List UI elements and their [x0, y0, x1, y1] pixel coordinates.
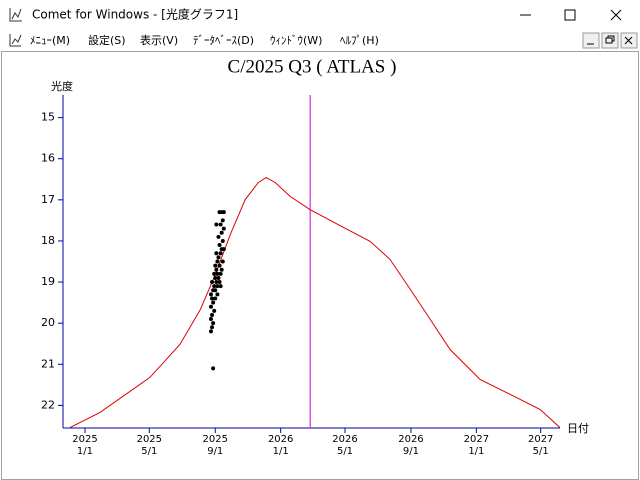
observation — [213, 275, 218, 280]
observation — [214, 251, 219, 256]
y-tick-label: 19 — [41, 275, 55, 288]
x-tick-label: 1/1 — [468, 446, 484, 457]
mdi-restore[interactable] — [601, 32, 619, 49]
menu-item[interactable]: ﾒﾆｭｰ(M) — [30, 34, 70, 47]
mdi-minimize[interactable] — [582, 32, 600, 49]
observation — [215, 259, 220, 264]
app-icon — [9, 8, 22, 22]
y-tick-label: 20 — [41, 316, 55, 329]
observation — [215, 284, 220, 289]
observation — [214, 280, 219, 285]
x-tick-label: 1/1 — [77, 446, 93, 457]
observation — [218, 271, 223, 276]
y-tick-label: 16 — [41, 152, 55, 165]
window-title: Comet for Windows - [光度グラフ1] — [32, 7, 238, 22]
x-tick-label: 5/1 — [337, 446, 353, 457]
observation — [214, 267, 219, 272]
x-tick-label: 2025 — [72, 434, 97, 445]
x-tick-label: 2027 — [464, 434, 489, 445]
observation — [211, 321, 216, 326]
observation — [219, 230, 224, 235]
x-tick-label: 5/1 — [533, 446, 549, 457]
observation — [216, 234, 221, 239]
observation — [221, 226, 226, 231]
observation — [218, 251, 223, 256]
observation — [208, 304, 213, 309]
x-tick-label: 2025 — [203, 434, 228, 445]
x-tick-label: 2026 — [332, 434, 357, 445]
observation — [208, 329, 213, 334]
observation — [213, 296, 218, 301]
x-axis-label: 日付 — [567, 422, 589, 435]
observation — [216, 275, 221, 280]
x-tick-label: 1/1 — [273, 446, 289, 457]
observation — [215, 292, 220, 297]
observation — [217, 243, 222, 248]
observation — [221, 247, 226, 252]
x-tick-label: 9/1 — [403, 446, 419, 457]
observation — [217, 280, 222, 285]
observation — [216, 255, 221, 260]
observation — [210, 325, 215, 330]
y-tick-label: 21 — [41, 357, 55, 370]
y-tick-label: 17 — [41, 193, 55, 206]
mdi-close[interactable] — [620, 32, 638, 49]
y-tick-label: 15 — [41, 111, 55, 124]
observation — [212, 284, 217, 289]
x-tick-label: 5/1 — [141, 446, 157, 457]
x-tick-label: 2027 — [528, 434, 553, 445]
x-tick-label: 2025 — [137, 434, 162, 445]
observation — [211, 300, 216, 305]
observation — [220, 238, 225, 243]
menu-bar — [0, 31, 640, 51]
x-tick-label: 2026 — [398, 434, 423, 445]
observation — [211, 366, 216, 371]
light-curve — [69, 177, 561, 429]
y-axis-label: 光度 — [51, 79, 73, 93]
x-tick-label: 9/1 — [207, 446, 223, 457]
menu-item[interactable]: 設定(S) — [88, 33, 126, 47]
menu-item[interactable]: ﾍﾙﾌﾟ(H) — [340, 34, 379, 47]
observation — [212, 308, 217, 313]
observation — [220, 218, 225, 223]
observation — [215, 271, 220, 276]
observation — [213, 263, 218, 268]
y-tick-label: 22 — [41, 398, 55, 411]
observation — [212, 271, 217, 276]
menu-item[interactable]: ｳｨﾝﾄﾞｳ(W) — [270, 34, 322, 47]
observation — [214, 222, 219, 227]
observation — [221, 210, 226, 215]
menu-item[interactable]: ﾃﾞｰﾀﾍﾞｰｽ(D) — [193, 34, 254, 47]
menu-item[interactable]: 表示(V) — [140, 33, 178, 47]
observation — [219, 267, 224, 272]
maximize-button[interactable] — [564, 9, 576, 21]
observation — [208, 292, 213, 297]
observation — [210, 312, 215, 317]
close-button[interactable] — [610, 9, 622, 21]
doc-icon — [9, 34, 22, 47]
observation — [218, 284, 223, 289]
observation — [210, 280, 215, 285]
observation — [217, 263, 222, 268]
y-tick-label: 18 — [41, 234, 55, 247]
observation — [218, 222, 223, 227]
observation — [213, 288, 218, 293]
chart-frame — [1, 51, 639, 480]
observation — [220, 259, 225, 264]
x-tick-label: 2026 — [268, 434, 293, 445]
observation — [210, 296, 215, 301]
chart-title: C/2025 Q3 ( ATLAS ) — [228, 56, 397, 77]
observation — [208, 317, 213, 322]
